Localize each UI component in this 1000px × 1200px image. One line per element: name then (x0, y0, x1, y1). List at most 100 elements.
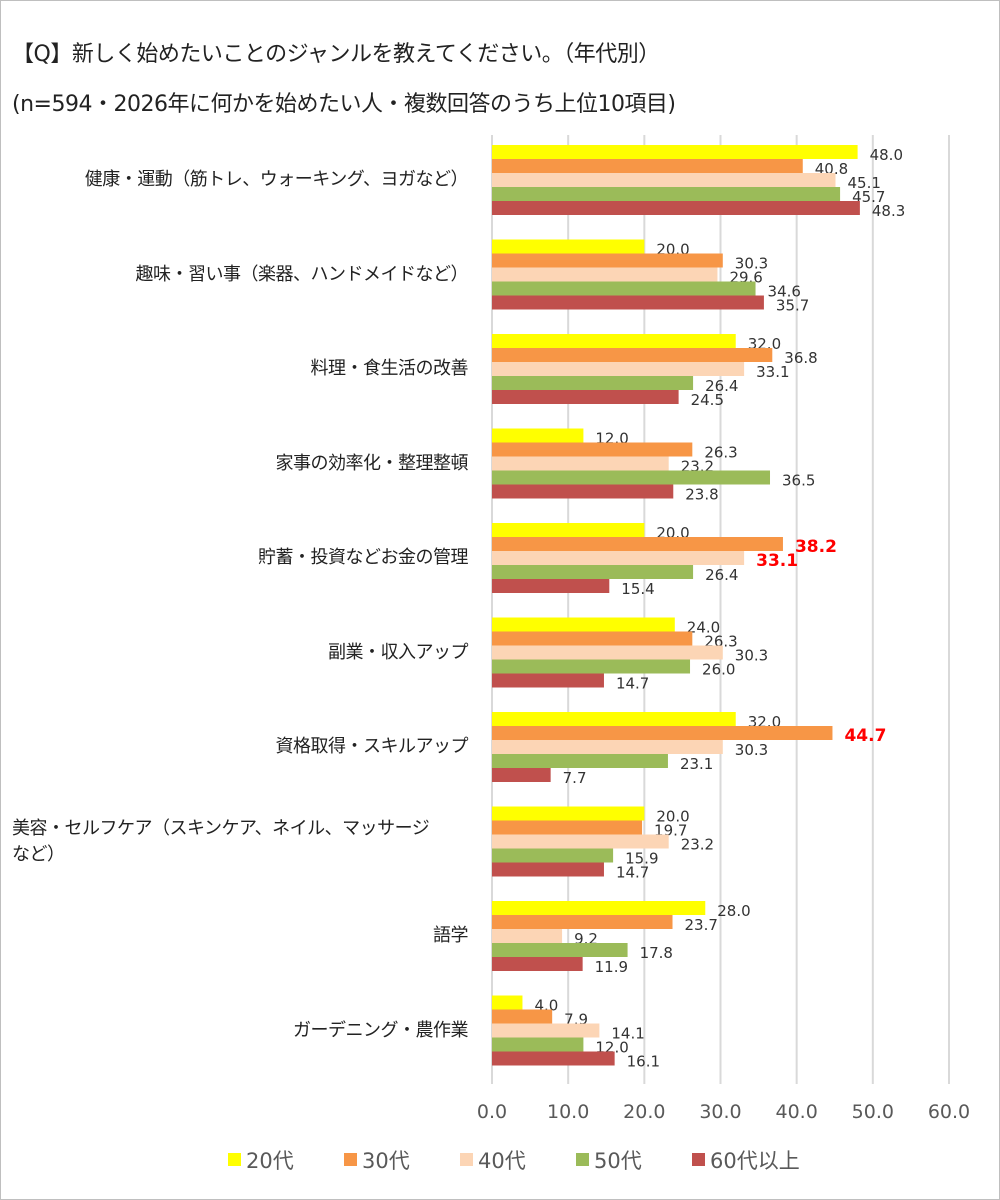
category-label: 美容・セルフケア（スキンケア、ネイル、マッサージ など） (12, 817, 430, 865)
chart-subtitle: (n=594・2026年に何かを始めたい人・複数回答のうち上位10項目) (12, 92, 676, 117)
bar (492, 712, 736, 726)
bar (492, 565, 694, 579)
data-label: 14.7 (616, 864, 649, 882)
category-label: 資格取得・スキルアップ (275, 736, 469, 757)
bar (492, 523, 645, 537)
chart-title: 【Q】新しく始めたいことのジャンルを教えてください。（年代別） (12, 42, 660, 67)
bar (492, 187, 841, 201)
bar (492, 862, 604, 877)
data-label: 7.7 (563, 769, 587, 787)
data-label: 28.0 (717, 902, 750, 920)
bar (492, 551, 745, 565)
data-label: 24.5 (691, 391, 724, 409)
bar (492, 806, 645, 821)
data-label: 15.9 (625, 850, 658, 868)
bar (492, 456, 669, 471)
x-tick-label: 0.0 (477, 1101, 507, 1123)
bar (492, 579, 610, 593)
bar (492, 659, 691, 674)
data-label: 30.3 (735, 647, 768, 665)
data-label: 36.5 (782, 472, 815, 490)
bar (492, 1037, 584, 1052)
legend-swatch (344, 1153, 357, 1166)
data-label: 11.9 (595, 958, 628, 976)
category-label: 語学 (433, 925, 469, 946)
data-label: 44.7 (844, 726, 886, 746)
data-label: 17.8 (640, 944, 673, 962)
legend-swatch (460, 1153, 473, 1166)
x-tick-label: 60.0 (928, 1101, 970, 1123)
data-label: 48.0 (870, 146, 903, 164)
data-label: 23.2 (681, 836, 714, 854)
data-label: 45.1 (848, 174, 881, 192)
bar (492, 995, 523, 1010)
bar (492, 848, 614, 863)
bar (492, 201, 860, 215)
bar (492, 1023, 600, 1038)
x-tick-label: 50.0 (852, 1101, 894, 1123)
category-label: 健康・運動（筋トレ、ウォーキング、ヨガなど） (84, 169, 469, 190)
data-label: 36.8 (784, 349, 817, 367)
data-label: 26.4 (705, 566, 738, 584)
data-label: 23.8 (685, 486, 718, 504)
bar (492, 1051, 615, 1066)
data-label: 30.3 (735, 255, 768, 273)
category-label: 趣味・習い事（楽器、ハンドメイドなど） (135, 263, 469, 285)
legend-label: 30代 (362, 1149, 410, 1173)
bar (492, 348, 773, 362)
legend-label: 60代以上 (710, 1149, 800, 1173)
bar (492, 929, 563, 943)
data-label: 45.7 (852, 188, 885, 206)
bar (492, 253, 723, 268)
data-label: 23.1 (680, 755, 713, 773)
x-tick-label: 30.0 (699, 1101, 741, 1123)
data-label: 26.3 (704, 444, 737, 462)
data-label: 16.1 (627, 1053, 660, 1071)
bar (492, 726, 833, 740)
data-label: 14.7 (616, 675, 649, 693)
data-label: 30.3 (735, 741, 768, 759)
data-label: 23.7 (685, 916, 718, 934)
bar (492, 390, 679, 404)
bar (492, 281, 756, 296)
x-tick-label: 10.0 (547, 1101, 589, 1123)
data-label: 26.4 (705, 377, 738, 395)
data-label: 14.1 (611, 1025, 644, 1043)
x-tick-label: 40.0 (776, 1101, 818, 1123)
bar (492, 145, 858, 159)
bar (492, 915, 673, 929)
category-label: ガーデニング・農作業 (293, 1019, 469, 1041)
category-label: 貯蓄・投資などお金の管理 (258, 547, 469, 568)
bar (492, 428, 584, 443)
bar (492, 173, 836, 187)
bar (492, 645, 723, 660)
data-label: 26.0 (702, 661, 735, 679)
bar (492, 267, 718, 282)
data-label: 33.1 (756, 551, 798, 571)
category-label: 料理・食生活の改善 (310, 358, 469, 379)
data-label: 15.4 (621, 580, 654, 598)
bar (492, 295, 764, 310)
legend-label: 50代 (594, 1149, 642, 1173)
bar (492, 943, 628, 957)
bar (492, 631, 693, 646)
bar (492, 673, 604, 688)
bar (492, 820, 643, 835)
bar (492, 617, 675, 632)
legend-swatch (228, 1153, 241, 1166)
legend-swatch (576, 1153, 589, 1166)
data-label: 35.7 (776, 297, 809, 315)
bar (492, 362, 745, 376)
bar (492, 442, 693, 457)
category-label: 副業・収入アップ (328, 641, 469, 663)
bar (492, 376, 694, 390)
data-label: 33.1 (756, 363, 789, 381)
legend-swatch (692, 1153, 705, 1166)
bar (492, 768, 551, 782)
bar (492, 334, 736, 348)
x-tick-label: 20.0 (623, 1101, 665, 1123)
bar (492, 901, 706, 915)
bar (492, 484, 674, 499)
category-label: 家事の効率化・整理整頓 (275, 452, 469, 474)
